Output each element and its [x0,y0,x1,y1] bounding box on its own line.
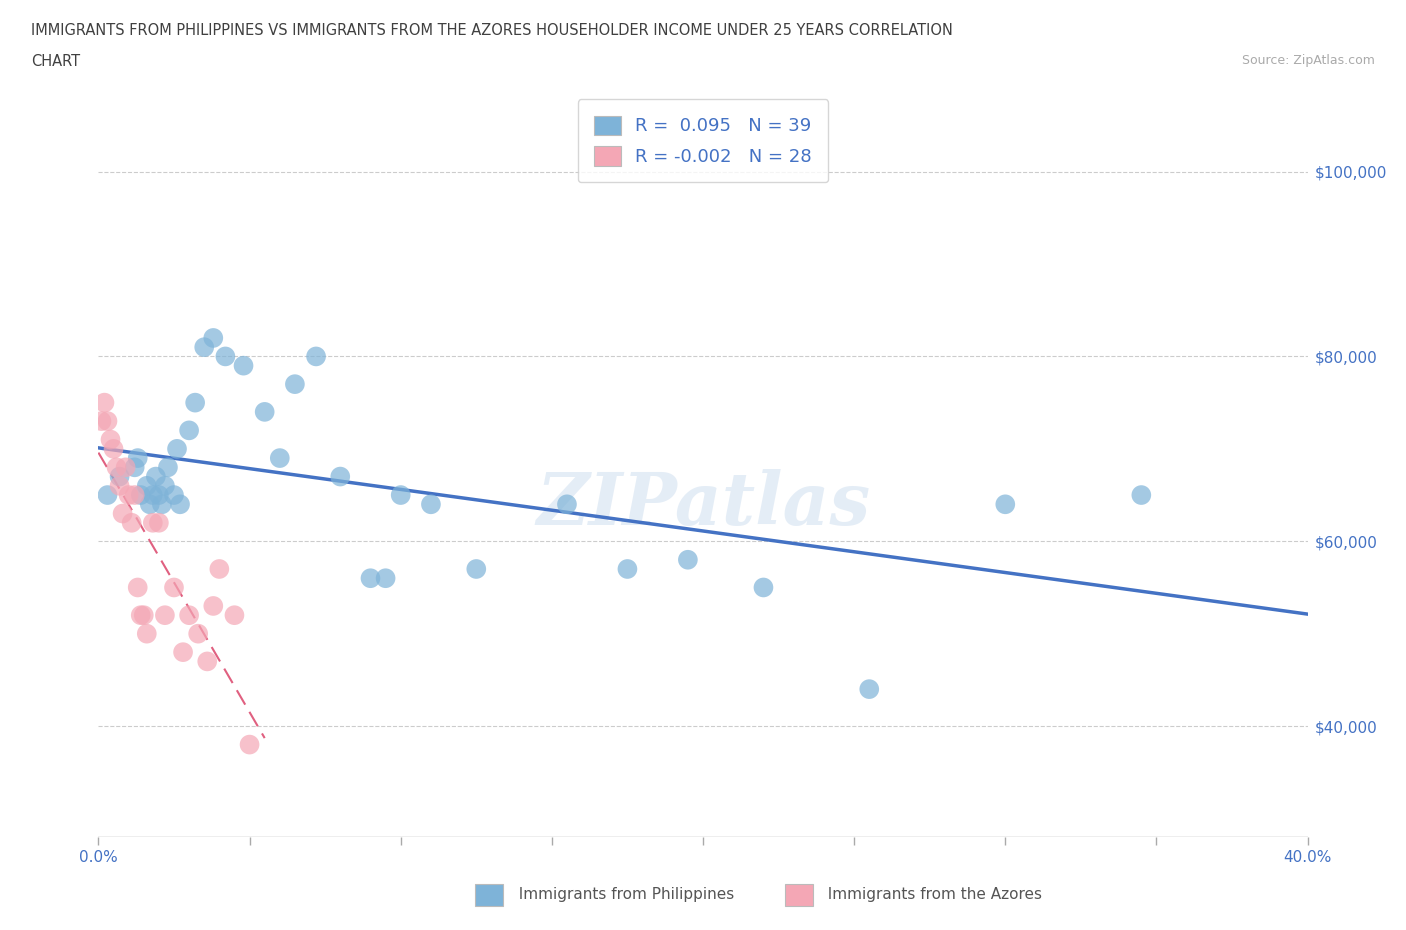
Point [124,487,146,502]
Point [108,469,131,484]
Point [166,442,188,457]
Point [202,599,225,614]
Point [142,487,165,502]
Point [224,608,246,623]
Point [374,571,396,586]
Point [420,497,443,512]
Point [184,395,207,410]
Point [232,358,254,373]
Text: Immigrants from the Azores: Immigrants from the Azores [818,887,1042,902]
Point [93,395,115,410]
Point [124,460,146,475]
Point [111,506,134,521]
Text: ZIPatlas: ZIPatlas [536,469,870,539]
Text: Source: ZipAtlas.com: Source: ZipAtlas.com [1241,54,1375,67]
Point [135,478,157,493]
Point [135,626,157,641]
Point [142,515,165,530]
Point [156,460,179,475]
Point [994,497,1017,512]
Point [153,478,176,493]
Point [329,469,352,484]
Point [555,497,578,512]
Text: IMMIGRANTS FROM PHILIPPINES VS IMMIGRANTS FROM THE AZORES HOUSEHOLDER INCOME UND: IMMIGRANTS FROM PHILIPPINES VS IMMIGRANT… [31,23,953,38]
Point [129,608,152,623]
Point [148,487,170,502]
Point [118,487,141,502]
Point [96,414,118,429]
Point [208,562,231,577]
Point [103,442,125,457]
Point [127,451,149,466]
Point [253,405,276,419]
Point [127,580,149,595]
Point [214,349,236,364]
Point [121,515,143,530]
Point [179,423,201,438]
Point [187,626,209,641]
Point [153,608,176,623]
Point [100,432,122,447]
Point [139,497,162,512]
Point [752,580,775,595]
Point [172,644,194,659]
Point [114,460,136,475]
Point [105,460,128,475]
Point [90,414,112,429]
Point [148,515,170,530]
Point [108,478,131,493]
Legend: R =  0.095   N = 39, R = -0.002   N = 28: R = 0.095 N = 39, R = -0.002 N = 28 [578,100,828,182]
Point [202,330,225,345]
Text: Immigrants from Philippines: Immigrants from Philippines [509,887,734,902]
Point [193,339,215,354]
Point [284,377,307,392]
Point [239,737,262,752]
Point [179,608,201,623]
Point [616,562,638,577]
Point [169,497,191,512]
Point [858,682,880,697]
Point [96,487,118,502]
Point [305,349,328,364]
Point [132,608,155,623]
Point [1130,487,1153,502]
Point [145,469,167,484]
Point [129,487,152,502]
Point [195,654,218,669]
Point [389,487,412,502]
Point [676,552,699,567]
Point [163,580,186,595]
Point [163,487,186,502]
Point [150,497,173,512]
Point [360,571,382,586]
Point [269,451,291,466]
Text: CHART: CHART [31,54,80,69]
Point [465,562,488,577]
